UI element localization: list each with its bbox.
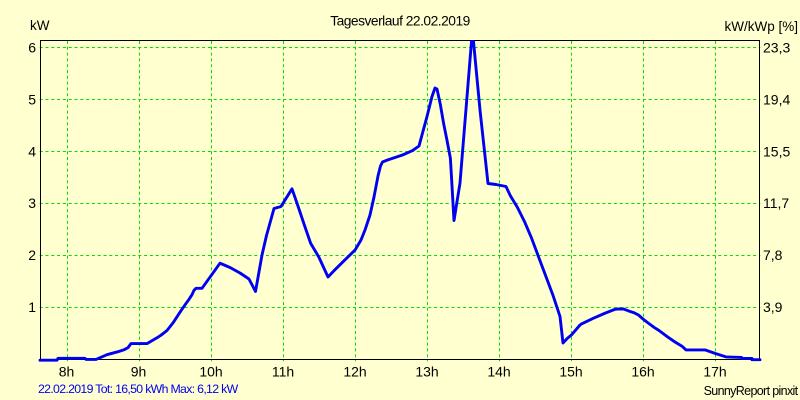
svg-text:6: 6 [28,40,36,56]
svg-text:10h: 10h [199,364,222,380]
svg-text:13h: 13h [415,364,438,380]
svg-text:3: 3 [28,195,36,211]
svg-text:12h: 12h [343,364,366,380]
svg-text:15h: 15h [559,364,582,380]
svg-text:16h: 16h [631,364,654,380]
svg-text:4: 4 [28,143,36,159]
svg-text:15,5: 15,5 [763,143,790,159]
svg-text:7,8: 7,8 [763,247,783,263]
svg-text:3,9: 3,9 [763,299,783,315]
svg-text:8h: 8h [59,364,75,380]
svg-text:14h: 14h [487,364,510,380]
svg-text:Tagesverlauf 22.02.2019: Tagesverlauf 22.02.2019 [330,14,470,29]
svg-text:9h: 9h [131,364,147,380]
svg-text:11,7: 11,7 [763,195,789,211]
svg-text:17h: 17h [703,364,726,380]
svg-text:SunnyReport pinxit: SunnyReport pinxit [704,384,799,398]
svg-text:kW/kWp [%]: kW/kWp [%] [725,19,799,34]
svg-text:kW: kW [30,18,50,33]
svg-text:19,4: 19,4 [763,91,790,107]
svg-text:22.02.2019 Tot: 16,50 kWh Max:: 22.02.2019 Tot: 16,50 kWh Max: 6,12 kW [38,382,239,396]
svg-text:2: 2 [28,247,36,263]
svg-text:1: 1 [28,299,36,315]
svg-text:11h: 11h [272,364,294,380]
svg-text:5: 5 [28,91,36,107]
svg-text:23,3: 23,3 [763,40,790,56]
